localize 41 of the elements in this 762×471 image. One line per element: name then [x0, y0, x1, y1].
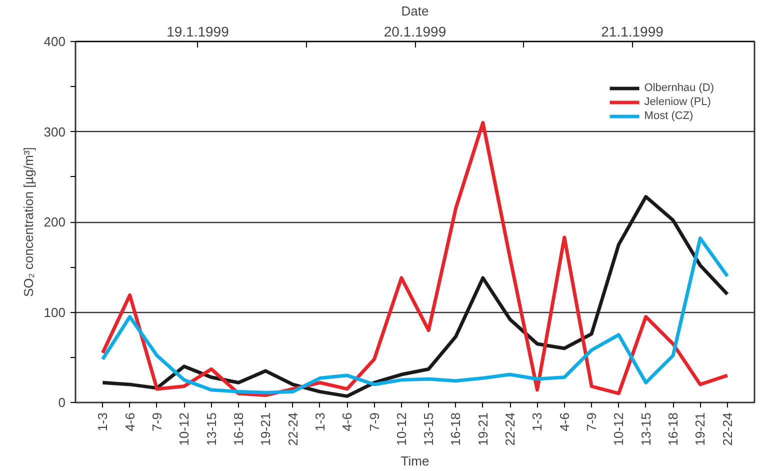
legend-label: Jeleniow (PL) [644, 95, 711, 109]
line-series [100, 120, 730, 398]
line-series [100, 194, 730, 398]
legend-label: Most (CZ) [644, 109, 694, 123]
x-tick-label: 10-12 [176, 412, 192, 446]
text: 21.1.1999 [601, 24, 664, 40]
x-tick-label: 1-3 [312, 412, 328, 432]
y-axis-title: SO₂ concentration [µg/m³] [20, 147, 36, 297]
x-tick-label: 4-6 [556, 412, 572, 432]
y-tick-label: 400 [44, 34, 66, 49]
x-tick-label: 1-3 [95, 412, 110, 432]
x-tick-label: 22-24 [502, 412, 518, 446]
y-tick-label: 200 [44, 214, 66, 230]
x-tick-label: 13-15 [638, 412, 654, 446]
x-axis-title: Time [400, 454, 430, 469]
y-tick-label: 0 [58, 395, 66, 410]
y-tick-label: 100 [44, 304, 66, 320]
x-tick-label: 19-21 [258, 412, 274, 446]
x-tick-label: 10-12 [611, 412, 626, 446]
x-tick-label: 10-12 [394, 412, 409, 446]
x-tick-label: 22-24 [720, 412, 735, 446]
x-tick-label: 7-9 [366, 412, 382, 432]
x-tick-label: 22-24 [285, 412, 300, 446]
x-tick-label: 7-9 [149, 412, 164, 432]
x-tick-label: 19-21 [475, 412, 490, 446]
text: 19.1.1999 [166, 24, 230, 40]
x-tick-label: 16-18 [448, 412, 464, 446]
x-tick-label: 4-6 [122, 412, 138, 432]
y-tick-label: 300 [44, 124, 66, 140]
x-tick-label: 1-3 [530, 412, 545, 432]
x-tick-label: 13-15 [204, 412, 219, 446]
x-tick-label: 19-21 [692, 412, 708, 446]
x-tick-label: 7-9 [584, 412, 600, 432]
x-tick-label: 4-6 [340, 412, 355, 432]
x-tick-label: 13-15 [421, 412, 436, 446]
x-tick-label: 16-18 [666, 412, 681, 446]
line-series [100, 236, 730, 394]
text: 20.1.1999 [384, 24, 446, 40]
legend-label: Olbernhau (D) [644, 81, 714, 95]
x-tick-label: 16-18 [230, 412, 246, 446]
x2-axis-title: Date [401, 4, 429, 18]
